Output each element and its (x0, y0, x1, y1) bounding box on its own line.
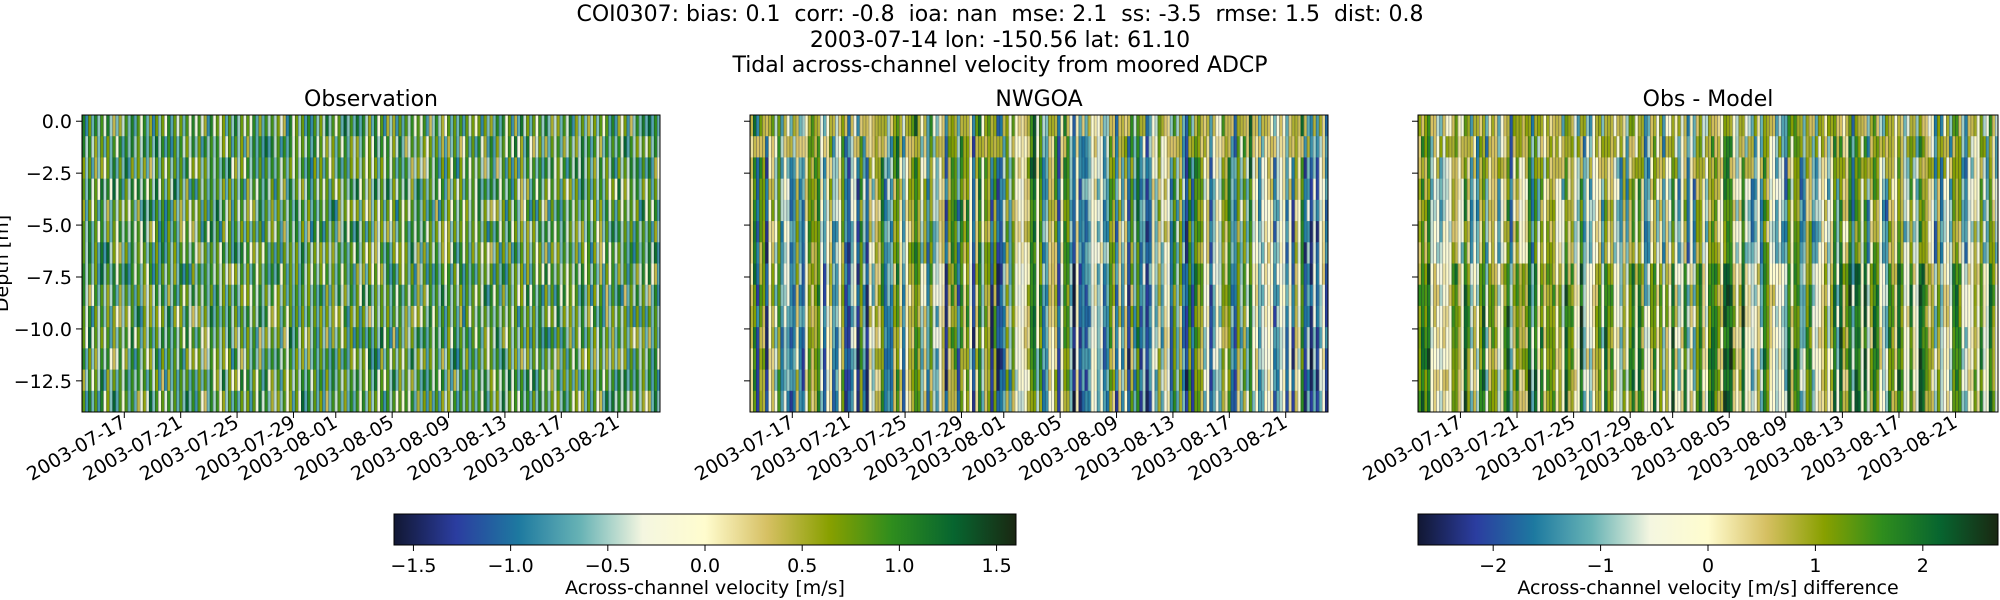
figure-title-line-3: Tidal across-channel velocity from moore… (732, 53, 1268, 78)
figure-title-line-1: COI0307: bias: 0.1 corr: -0.8 ioa: nan m… (576, 2, 1424, 27)
colorbar-label: Across-channel velocity [m/s] difference (1517, 577, 1898, 599)
y-tick-label: −7.5 (26, 267, 72, 289)
heatmap-cells (750, 115, 1328, 412)
colorbar-tick-label: 2 (1917, 555, 1929, 577)
panel-obs: Observation 0.0 −2.5 −5.0 −7.5 −10.0 −12.5 Dept… (0, 87, 661, 486)
heatmap-cells (82, 115, 660, 412)
plot-frame (1417, 114, 1999, 413)
colorbar-tick-label: −0.5 (585, 555, 631, 577)
y-axis-label: Depth [m] (0, 215, 13, 312)
plot-frame (81, 114, 661, 413)
panel-diff: Obs - Model2003-07-172003-07-212003-07-2… (1359, 87, 1999, 486)
colorbar-label: Across-channel velocity [m/s] (565, 577, 845, 599)
y-tick-label: −12.5 (14, 371, 72, 393)
colorbar-tick-label: 1.0 (884, 555, 914, 577)
colorbar-tick-label: 0.0 (690, 555, 720, 577)
colorbar-tick-label: −1 (1587, 555, 1615, 577)
y-tick-label: 0.0 (42, 111, 72, 133)
figure-title-line-2: 2003-07-14 lon: -150.56 lat: 61.10 (809, 28, 1191, 53)
colorbar-tick-label: −2 (1479, 555, 1507, 577)
colorbar-gradient (393, 513, 1017, 546)
panel-title: Observation (304, 87, 438, 112)
colorbar-tick-label: −1.0 (488, 555, 534, 577)
y-tick-label: −2.5 (26, 163, 72, 185)
heatmap-cells (1418, 115, 1998, 412)
panel-model: NWGOA2003-07-172003-07-212003-07-252003-… (691, 87, 1329, 486)
colorbar-gradient (1417, 513, 1999, 546)
colorbar-2: −2 −1 0 1 2 Across-channel velocity [m/s] dif… (1417, 513, 1999, 599)
panel-title: NWGOA (995, 87, 1082, 112)
colorbar-tick-label: 1 (1809, 555, 1821, 577)
y-tick-label: −10.0 (14, 319, 72, 341)
plot-frame (749, 114, 1329, 413)
panel-title: Obs - Model (1643, 87, 1774, 112)
colorbar-1: −1.5 −1.0 −0.5 0.0 0.5 1.0 1.5 Across-channel v… (390, 513, 1017, 599)
colorbar-tick-label: −1.5 (390, 555, 436, 577)
y-tick-label: −5.0 (26, 215, 72, 237)
colorbar-tick-label: 1.5 (981, 555, 1011, 577)
colorbar-tick-label: 0 (1702, 555, 1714, 577)
colorbar-tick-label: 0.5 (787, 555, 817, 577)
